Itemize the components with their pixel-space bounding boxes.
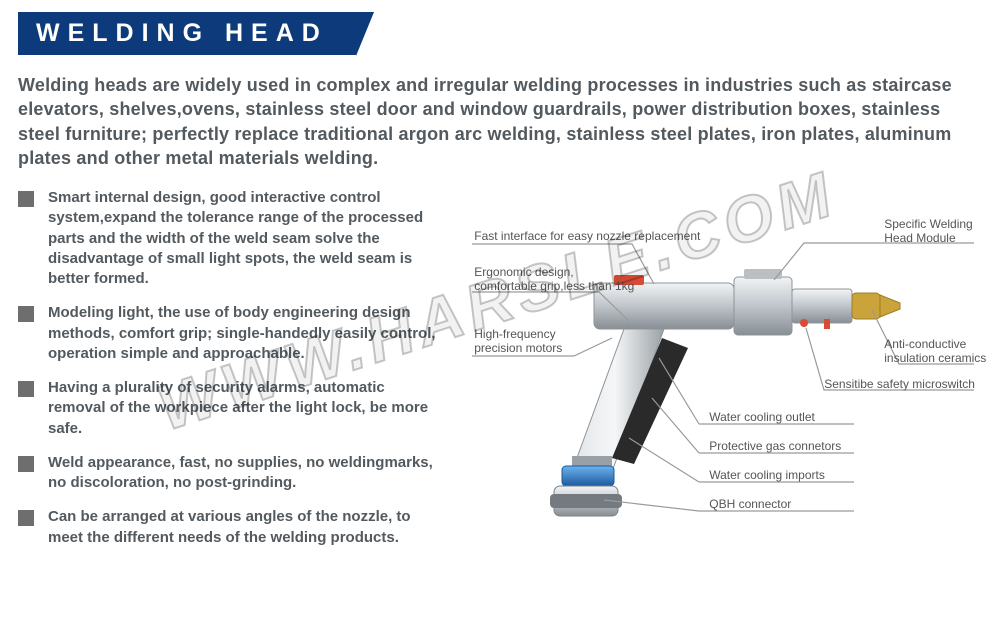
callout-fast-interface: Fast interface for easy nozzle replaceme… [474, 230, 700, 244]
bullet-icon [18, 381, 34, 397]
list-item: Weld appearance, fast, no supplies, no w… [18, 453, 436, 494]
bullet-text: Smart internal design, good interactive … [48, 188, 436, 289]
callout-line: High-frequency [474, 327, 555, 341]
callout-line: Anti-conductive [884, 337, 966, 351]
callout-ergonomic: Ergonomic design, comfortable grip,less … [474, 266, 634, 294]
feature-bullet-list: Smart internal design, good interactive … [18, 188, 436, 562]
callout-line: comfortable grip,less than 1kg [474, 279, 634, 293]
list-item: Having a plurality of security alarms, a… [18, 378, 436, 439]
callout-head-module: Specific Welding Head Module [884, 218, 973, 246]
callout-water-out: Water cooling outlet [709, 411, 815, 425]
callout-ceramics: Anti-conductive insulation ceramics [884, 338, 986, 366]
welding-head-diagram: Fast interface for easy nozzle replaceme… [454, 188, 982, 548]
list-item: Modeling light, the use of body engineer… [18, 303, 436, 364]
callout-line: precision motors [474, 341, 562, 355]
bullet-text: Modeling light, the use of body engineer… [48, 303, 436, 364]
callout-gas: Protective gas connetors [709, 440, 841, 454]
bullet-text: Can be arranged at various angles of the… [48, 507, 436, 548]
intro-paragraph: Welding heads are widely used in complex… [18, 73, 982, 170]
list-item: Can be arranged at various angles of the… [18, 507, 436, 548]
bullet-icon [18, 306, 34, 322]
callout-microswitch: Sensitibe safety microswitch [824, 378, 975, 392]
callout-water-in: Water cooling imports [709, 469, 825, 483]
callout-line: insulation ceramics [884, 351, 986, 365]
bullet-text: Having a plurality of security alarms, a… [48, 378, 436, 439]
page-title: WELDING HEAD [18, 12, 356, 55]
callout-line: Specific Welding [884, 217, 973, 231]
bullet-icon [18, 510, 34, 526]
callout-hf-motors: High-frequency precision motors [474, 328, 562, 356]
callout-line: Head Module [884, 231, 955, 245]
bullet-icon [18, 456, 34, 472]
bullet-icon [18, 191, 34, 207]
content-row: Smart internal design, good interactive … [18, 188, 982, 562]
list-item: Smart internal design, good interactive … [18, 188, 436, 289]
callout-line: Ergonomic design, [474, 265, 573, 279]
callout-qbh: QBH connector [709, 498, 791, 512]
bullet-text: Weld appearance, fast, no supplies, no w… [48, 453, 436, 494]
